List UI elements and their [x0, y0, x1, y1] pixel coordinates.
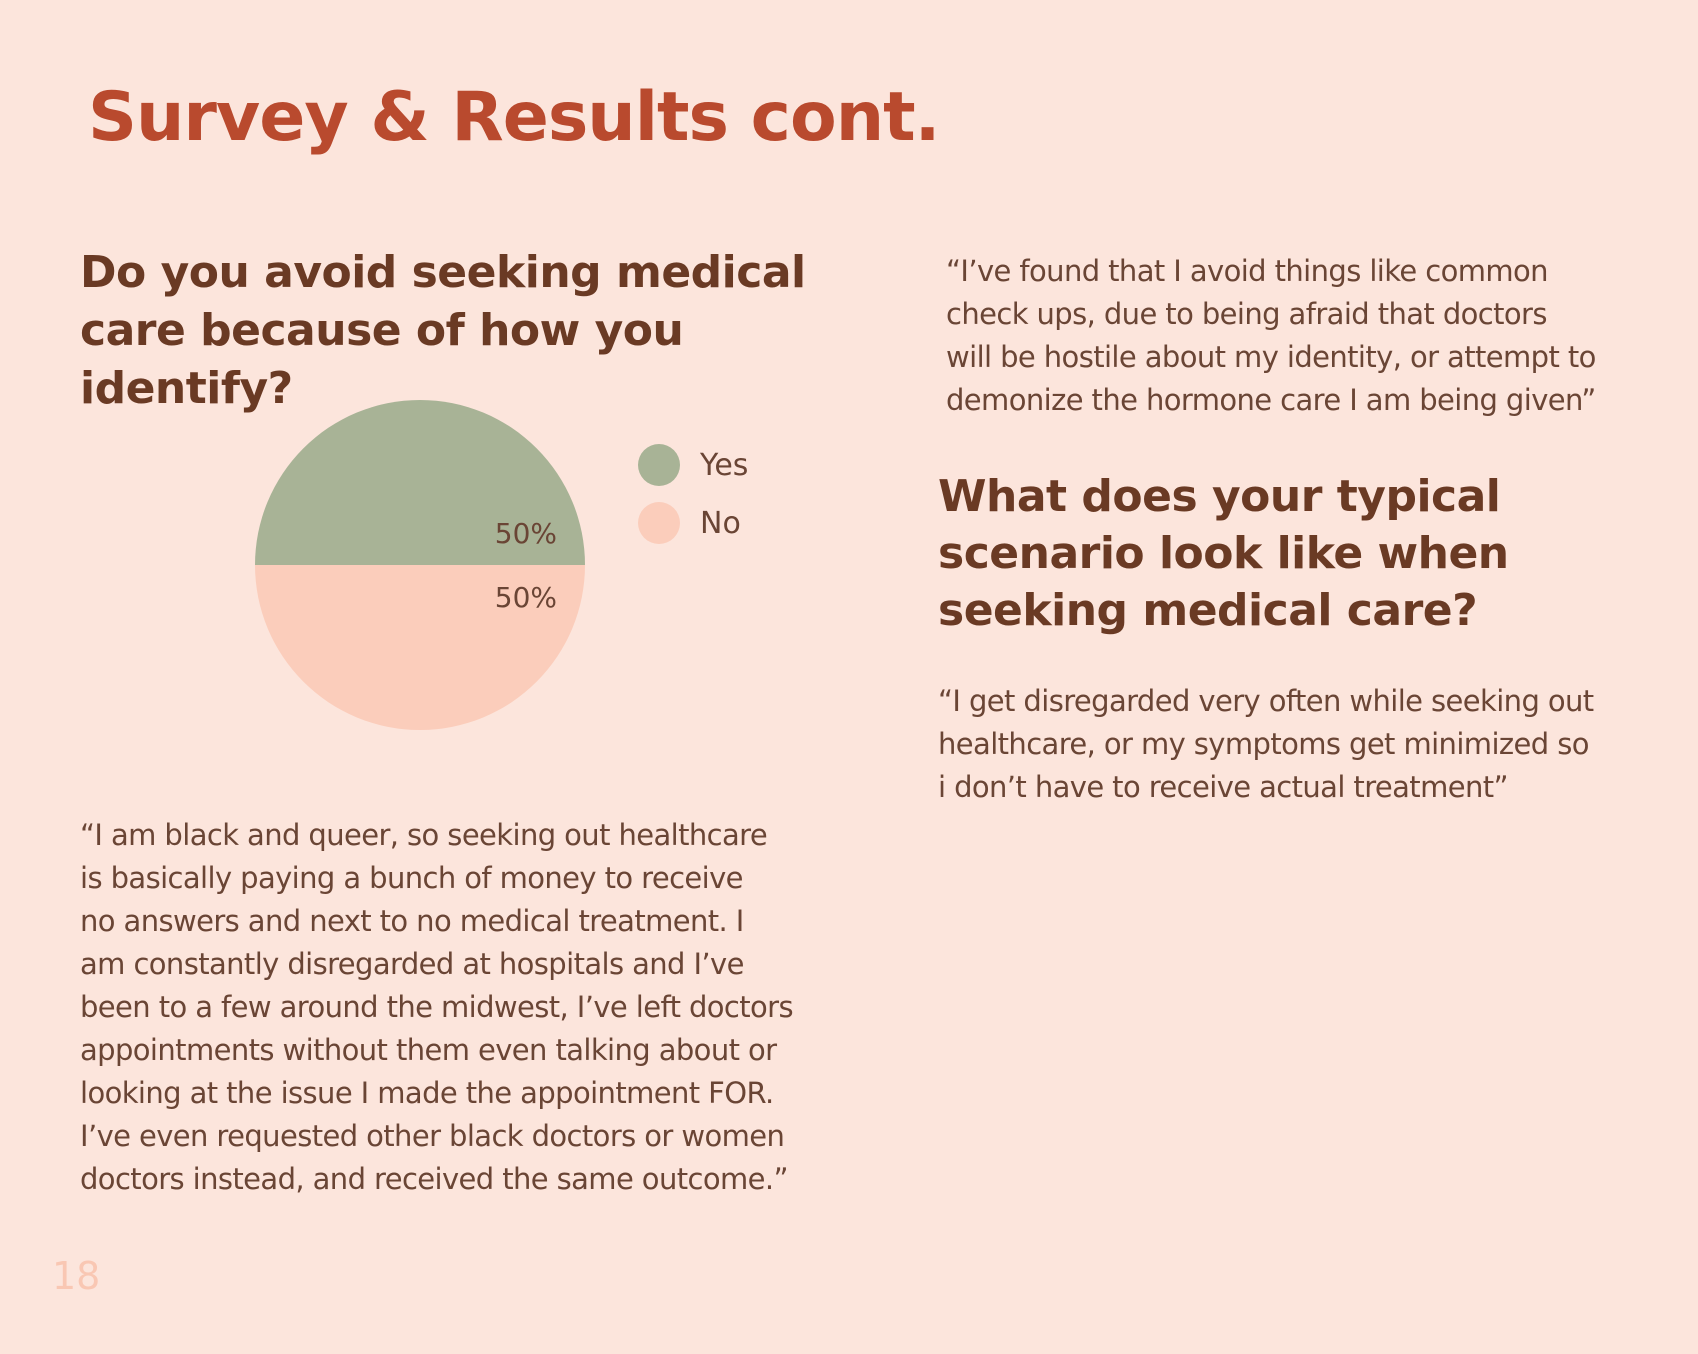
question-avoid-care: Do you avoid seeking medical care becaus… — [80, 244, 880, 418]
quote-line: been to a few around the midwest, I’ve l… — [80, 990, 794, 1024]
quote-line: check ups, due to being afraid that doct… — [946, 297, 1547, 331]
quote-line: demonize the hormone care I am being giv… — [946, 383, 1596, 417]
quote-black-queer: “I am black and queer, so seeking out he… — [80, 814, 820, 1201]
question-typical-scenario: What does your typical scenario look lik… — [938, 468, 1638, 639]
quote-line: appointments without them even talking a… — [80, 1033, 777, 1067]
quote-disregarded: “I get disregarded very often while seek… — [938, 680, 1658, 809]
page-number: 18 — [52, 1254, 101, 1298]
legend-swatch-yes — [638, 444, 680, 486]
pie-label-yes: 50% — [495, 517, 557, 550]
quote-line: am constantly disregarded at hospitals a… — [80, 947, 744, 981]
pie-slice-no — [255, 565, 585, 730]
chart-legend: Yes No — [638, 444, 748, 560]
question-line: care because of how you identify? — [80, 305, 684, 414]
pie-chart: 50% 50% — [250, 395, 770, 755]
quote-check-ups: “I’ve found that I avoid things like com… — [946, 250, 1666, 422]
question-line: What does your typical — [938, 471, 1501, 522]
question-line: scenario look like when — [938, 528, 1509, 579]
pie-label-no: 50% — [495, 581, 557, 614]
quote-line: “I am black and queer, so seeking out he… — [80, 818, 768, 852]
quote-line: “I’ve found that I avoid things like com… — [946, 254, 1549, 288]
legend-swatch-no — [638, 502, 680, 544]
pie-slice-yes — [255, 400, 585, 565]
legend-item-yes: Yes — [638, 444, 748, 486]
page-title: Survey & Results cont. — [88, 78, 940, 157]
question-line: Do you avoid seeking medical — [80, 247, 806, 298]
legend-item-no: No — [638, 502, 748, 544]
quote-line: doctors instead, and received the same o… — [80, 1162, 789, 1196]
quote-line: looking at the issue I made the appointm… — [80, 1076, 774, 1110]
pie-chart-svg: 50% 50% — [255, 400, 585, 730]
legend-label-no: No — [700, 505, 741, 541]
question-line: seeking medical care? — [938, 585, 1478, 636]
quote-line: healthcare, or my symptoms get minimized… — [938, 727, 1589, 761]
quote-line: i don’t have to receive actual treatment… — [938, 770, 1509, 804]
legend-label-yes: Yes — [700, 447, 749, 483]
quote-line: is basically paying a bunch of money to … — [80, 861, 744, 895]
quote-line: will be hostile about my identity, or at… — [946, 340, 1596, 374]
quote-line: I’ve even requested other black doctors … — [80, 1119, 785, 1153]
quote-line: no answers and next to no medical treatm… — [80, 904, 744, 938]
quote-line: “I get disregarded very often while seek… — [938, 684, 1594, 718]
